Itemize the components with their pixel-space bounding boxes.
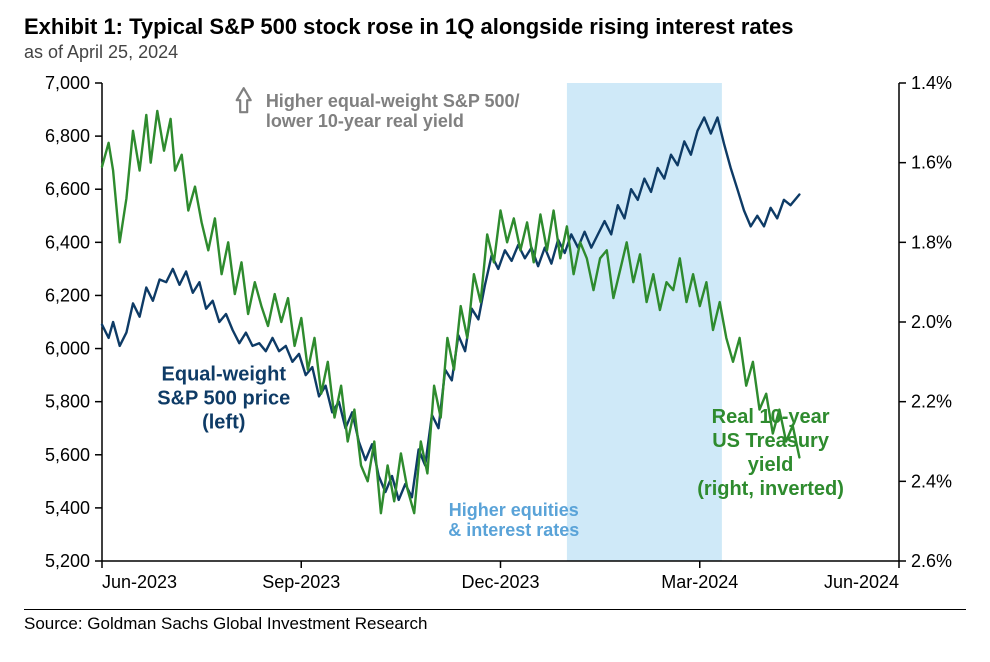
svg-text:2.4%: 2.4% bbox=[911, 471, 952, 491]
svg-text:5,600: 5,600 bbox=[45, 445, 90, 465]
svg-text:5,400: 5,400 bbox=[45, 498, 90, 518]
chart-subtitle: as of April 25, 2024 bbox=[24, 42, 966, 63]
svg-text:Higher equities: Higher equities bbox=[449, 500, 579, 520]
svg-text:2.0%: 2.0% bbox=[911, 312, 952, 332]
footer-divider bbox=[24, 609, 966, 610]
svg-text:5,800: 5,800 bbox=[45, 392, 90, 412]
source-line: Source: Goldman Sachs Global Investment … bbox=[24, 614, 966, 634]
svg-text:5,200: 5,200 bbox=[45, 551, 90, 571]
svg-text:lower 10-year real yield: lower 10-year real yield bbox=[266, 111, 464, 131]
svg-text:6,000: 6,000 bbox=[45, 339, 90, 359]
svg-text:Dec-2023: Dec-2023 bbox=[461, 572, 539, 592]
svg-text:2.6%: 2.6% bbox=[911, 551, 952, 571]
svg-text:2.2%: 2.2% bbox=[911, 392, 952, 412]
chart-svg: 5,200 5,400 5,600 5,800 6,000 6,200 6,400 6,600… bbox=[24, 69, 966, 609]
svg-text:& interest rates: & interest rates bbox=[448, 520, 579, 540]
chart-area: 5,200 5,400 5,600 5,800 6,000 6,200 6,400 6,600… bbox=[24, 69, 966, 609]
svg-text:Equal-weight: Equal-weight bbox=[162, 363, 287, 385]
svg-text:yield: yield bbox=[748, 454, 794, 476]
svg-text:Sep-2023: Sep-2023 bbox=[262, 572, 340, 592]
svg-text:6,600: 6,600 bbox=[45, 179, 90, 199]
svg-text:6,800: 6,800 bbox=[45, 126, 90, 146]
svg-text:Jun-2024: Jun-2024 bbox=[824, 572, 899, 592]
svg-text:1.8%: 1.8% bbox=[911, 232, 952, 252]
svg-text:Jun-2023: Jun-2023 bbox=[102, 572, 177, 592]
svg-text:Real 10-year: Real 10-year bbox=[712, 406, 830, 428]
svg-text:1.6%: 1.6% bbox=[911, 153, 952, 173]
chart-title: Exhibit 1: Typical S&P 500 stock rose in… bbox=[24, 14, 966, 40]
svg-text:6,200: 6,200 bbox=[45, 285, 90, 305]
svg-text:(right, inverted): (right, inverted) bbox=[697, 478, 844, 500]
svg-text:US Treasury: US Treasury bbox=[712, 430, 830, 452]
svg-text:Higher equal-weight S&P 500/: Higher equal-weight S&P 500/ bbox=[266, 91, 520, 111]
svg-text:6,400: 6,400 bbox=[45, 232, 90, 252]
svg-text:S&P 500 price: S&P 500 price bbox=[157, 387, 290, 409]
svg-text:1.4%: 1.4% bbox=[911, 73, 952, 93]
svg-text:(left): (left) bbox=[202, 411, 245, 433]
svg-text:7,000: 7,000 bbox=[45, 73, 90, 93]
svg-text:Mar-2024: Mar-2024 bbox=[661, 572, 738, 592]
